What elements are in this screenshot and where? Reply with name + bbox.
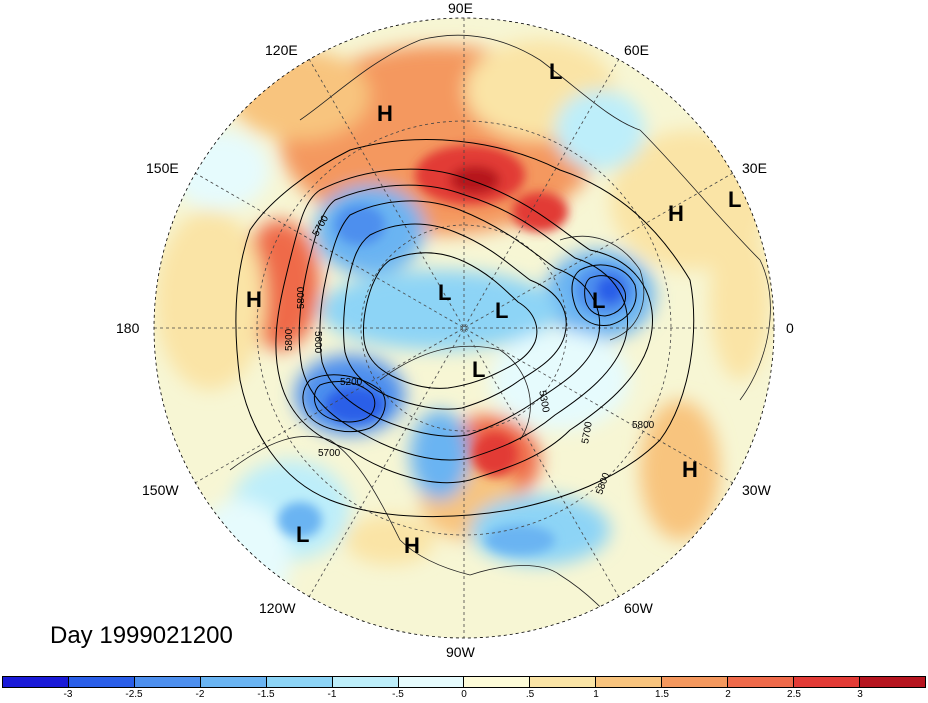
lon-label-30e: 30E bbox=[742, 160, 767, 176]
contour-label: 5700 bbox=[580, 420, 595, 444]
colorbar-tick-label: 3 bbox=[857, 689, 863, 700]
colorbar-segment bbox=[266, 677, 333, 687]
low-pressure-label: L bbox=[495, 298, 509, 323]
colorbar-segment bbox=[464, 677, 531, 687]
contour-label: 5800 bbox=[296, 286, 307, 309]
contour-label: 5800 bbox=[632, 420, 655, 431]
colorbar-tick-label: -1.5 bbox=[257, 689, 275, 700]
high-pressure-label: H bbox=[246, 287, 262, 312]
colorbar-tick-label: -2 bbox=[195, 689, 205, 700]
contour-label: 5700 bbox=[318, 448, 341, 459]
colorbar-segment bbox=[200, 677, 267, 687]
low-pressure-label: L bbox=[592, 288, 606, 313]
colorbar-segment bbox=[596, 677, 663, 687]
height-contours bbox=[235, 139, 695, 518]
colorbar-segment bbox=[332, 677, 399, 687]
colorbar-tick-label: -.5 bbox=[392, 689, 404, 700]
graticule bbox=[154, 18, 774, 638]
colorbar-tick-labels: -3 -2.5 -2 -1.5 -1 -.5 0 .5 1 1.5 2 2.5 3 bbox=[0, 689, 928, 703]
colorbar-segment bbox=[662, 677, 729, 687]
low-pressure-label: L bbox=[472, 357, 486, 382]
lon-label-90e: 90E bbox=[448, 0, 473, 16]
low-pressure-label: L bbox=[438, 280, 452, 305]
colorbar-tick-label: -2.5 bbox=[125, 689, 143, 700]
colorbar-segment bbox=[134, 677, 201, 687]
low-pressure-label: L bbox=[728, 187, 742, 212]
lon-label-0: 0 bbox=[786, 320, 794, 336]
colorbar-segment bbox=[68, 677, 135, 687]
contour-label: 5600 bbox=[312, 331, 323, 354]
high-pressure-label: H bbox=[404, 533, 420, 558]
high-pressure-label: H bbox=[682, 457, 698, 482]
colorbar-segment bbox=[3, 677, 69, 687]
lon-label-30w: 30W bbox=[742, 482, 771, 498]
plot-title: Day 1999021200 bbox=[50, 622, 233, 649]
anomaly-field bbox=[154, 18, 774, 638]
colorbar-segment bbox=[794, 677, 860, 687]
contour-label: 5300 bbox=[536, 390, 551, 414]
lon-label-150w: 150W bbox=[142, 482, 179, 498]
colorbar-segment bbox=[398, 677, 465, 687]
colorbar-segment bbox=[859, 677, 925, 687]
colorbar-tick-label: 2 bbox=[725, 689, 731, 700]
colorbar-tick-label: -3 bbox=[63, 689, 73, 700]
low-pressure-label: L bbox=[296, 522, 310, 547]
colorbar-tick-label: .5 bbox=[525, 689, 535, 700]
high-pressure-label: H bbox=[668, 201, 684, 226]
lon-label-60e: 60E bbox=[624, 42, 649, 58]
colorbar bbox=[2, 676, 926, 688]
lon-label-60w: 60W bbox=[624, 600, 653, 616]
colorbar-tick-label: -1 bbox=[327, 689, 337, 700]
colorbar-tick-label: 0 bbox=[461, 689, 467, 700]
colorbar-segment bbox=[728, 677, 795, 687]
lon-label-120e: 120E bbox=[265, 42, 298, 58]
contour-label: 5200 bbox=[340, 377, 363, 388]
low-pressure-label: L bbox=[549, 59, 563, 84]
lon-label-120w: 120W bbox=[259, 600, 296, 616]
high-pressure-label: H bbox=[377, 101, 393, 126]
lon-label-150e: 150E bbox=[146, 160, 179, 176]
colorbar-tick-label: 2.5 bbox=[787, 689, 801, 700]
colorbar-tick-label: 1 bbox=[593, 689, 599, 700]
map-boundary bbox=[153, 17, 775, 639]
colorbar-segment bbox=[530, 677, 597, 687]
contour-label: 5800 bbox=[284, 328, 295, 351]
lon-label-90w: 90W bbox=[446, 644, 475, 660]
colorbar-tick-label: 1.5 bbox=[655, 689, 669, 700]
coastlines bbox=[229, 34, 771, 638]
lon-label-180: 180 bbox=[116, 320, 140, 336]
